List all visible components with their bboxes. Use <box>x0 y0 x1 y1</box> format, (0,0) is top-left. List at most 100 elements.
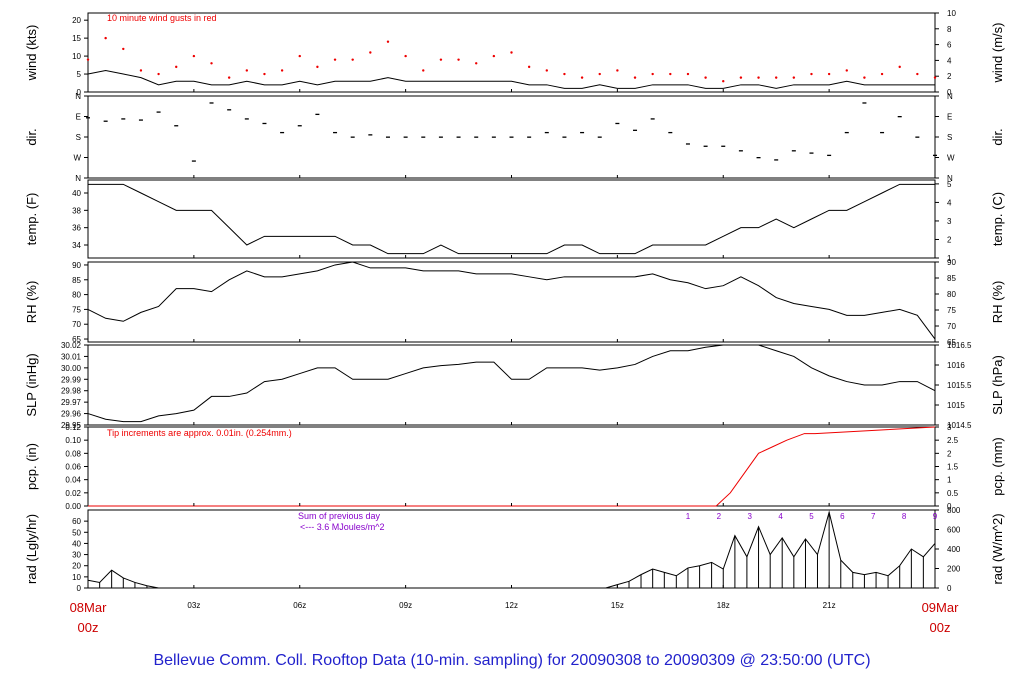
direction-point <box>315 113 320 116</box>
y-tick-label-right: 6 <box>947 41 952 50</box>
panel-relative_humidity <box>84 261 939 343</box>
y-tick-label: 0.04 <box>65 476 81 485</box>
direction-point <box>121 118 126 120</box>
y-axis-title-right: pcp. (mm) <box>990 437 1005 496</box>
y-tick-label-right: 1015.5 <box>947 381 972 390</box>
y-axis-title: rad (Lgly/hr) <box>24 514 39 584</box>
y-tick-label: 36 <box>72 224 81 233</box>
direction-point <box>262 122 267 125</box>
y-tick-label-right: 400 <box>947 545 961 554</box>
y-axis-title: temp. (F) <box>24 193 39 246</box>
y-tick-label: 0.00 <box>65 502 81 511</box>
y-tick-label: 10 <box>72 52 81 61</box>
y-tick-label-right: 8 <box>947 25 952 34</box>
gust-point <box>404 54 407 58</box>
direction-point <box>668 131 673 134</box>
gust-point <box>210 62 213 65</box>
x-tick-label: 06z <box>293 601 306 610</box>
gust-point <box>633 76 637 79</box>
direction-point <box>544 131 549 134</box>
gust-point <box>563 72 566 76</box>
gust-point <box>916 72 919 76</box>
y-tick-label-right: 1016.5 <box>947 341 972 350</box>
y-tick-label-right: 1016 <box>947 361 965 370</box>
y-tick-label: 30.02 <box>61 341 82 350</box>
direction-point <box>880 131 885 134</box>
direction-point <box>827 154 832 157</box>
y-tick-label: 85 <box>72 276 81 285</box>
panel-frame <box>87 344 936 426</box>
gust-point <box>263 72 266 76</box>
gust-point <box>827 72 831 76</box>
panel-frame <box>87 509 936 589</box>
direction-point <box>385 136 390 138</box>
y-axis-title-right: RH (%) <box>990 281 1005 324</box>
y-tick-label-right: 200 <box>947 565 961 574</box>
y-axis-title: RH (%) <box>24 281 39 324</box>
y-tick-label: 0.08 <box>65 449 81 458</box>
direction-point <box>333 131 338 134</box>
direction-point <box>244 118 249 120</box>
y-tick-label-right: 4 <box>947 56 952 65</box>
hour-marker: 3 <box>747 512 752 521</box>
direction-point <box>809 152 814 154</box>
y-tick-label-right: 70 <box>947 322 956 331</box>
direction-point <box>844 131 849 134</box>
panel-sea_level_pressure <box>84 344 939 426</box>
gust-point <box>845 69 848 72</box>
gust-point <box>122 47 125 51</box>
y-tick-label-right: 1 <box>947 254 952 263</box>
chart-caption: Bellevue Comm. Coll. Rooftop Data (10-mi… <box>153 652 871 669</box>
gust-point <box>757 76 760 79</box>
direction-point <box>156 111 161 113</box>
radiation-sum-value: <--- 3.6 MJoules/m^2 <box>300 522 385 532</box>
direction-point <box>368 134 373 136</box>
y-tick-label: N <box>75 92 81 101</box>
y-tick-label-right: 600 <box>947 526 961 535</box>
y-tick-label-right: 75 <box>947 306 956 315</box>
direction-point <box>791 150 796 152</box>
y-tick-label: 50 <box>72 528 81 537</box>
y-axis-title-right: SLP (hPa) <box>990 355 1005 415</box>
gust-point <box>669 72 672 76</box>
hour-marker: 5 <box>809 512 814 521</box>
gust-point <box>192 54 196 58</box>
y-tick-label: 65 <box>72 335 81 344</box>
y-tick-label: 0 <box>77 88 82 97</box>
radiation-sum-note: Sum of previous day <box>298 511 381 521</box>
y-tick-label: 30.00 <box>61 364 82 373</box>
y-tick-label: 30.01 <box>61 352 82 361</box>
gust-point <box>280 69 284 72</box>
gust-point <box>369 51 372 54</box>
direction-point <box>297 125 302 127</box>
direction-point <box>227 109 232 111</box>
gust-point <box>245 69 249 72</box>
direction-point <box>774 159 779 161</box>
gust-point <box>316 65 319 69</box>
gust-point <box>598 72 601 76</box>
y-tick-label: 70 <box>72 320 81 329</box>
radiation-line <box>87 510 936 589</box>
x-tick-label: 09z <box>399 601 412 610</box>
y-tick-label: 90 <box>72 261 81 270</box>
gust-point <box>651 72 654 76</box>
gust-point <box>351 58 354 61</box>
y-tick-label-right: 5 <box>947 180 952 189</box>
gust-point <box>157 72 160 76</box>
hour-marker: 1 <box>686 512 691 521</box>
direction-point <box>721 145 726 147</box>
gust-point <box>810 72 813 76</box>
panel-frame <box>87 179 936 259</box>
gust-point <box>880 72 884 76</box>
direction-point <box>138 119 143 121</box>
gust-point <box>722 80 725 83</box>
y-tick-label: 34 <box>72 241 81 250</box>
y-axis-title: pcp. (in) <box>24 443 39 490</box>
x-tick-label: 12z <box>505 601 518 610</box>
gust-point <box>492 54 496 58</box>
direction-point <box>509 136 514 138</box>
direction-point <box>474 136 479 138</box>
y-tick-label-right: 80 <box>947 290 956 299</box>
gust-point <box>298 54 301 58</box>
